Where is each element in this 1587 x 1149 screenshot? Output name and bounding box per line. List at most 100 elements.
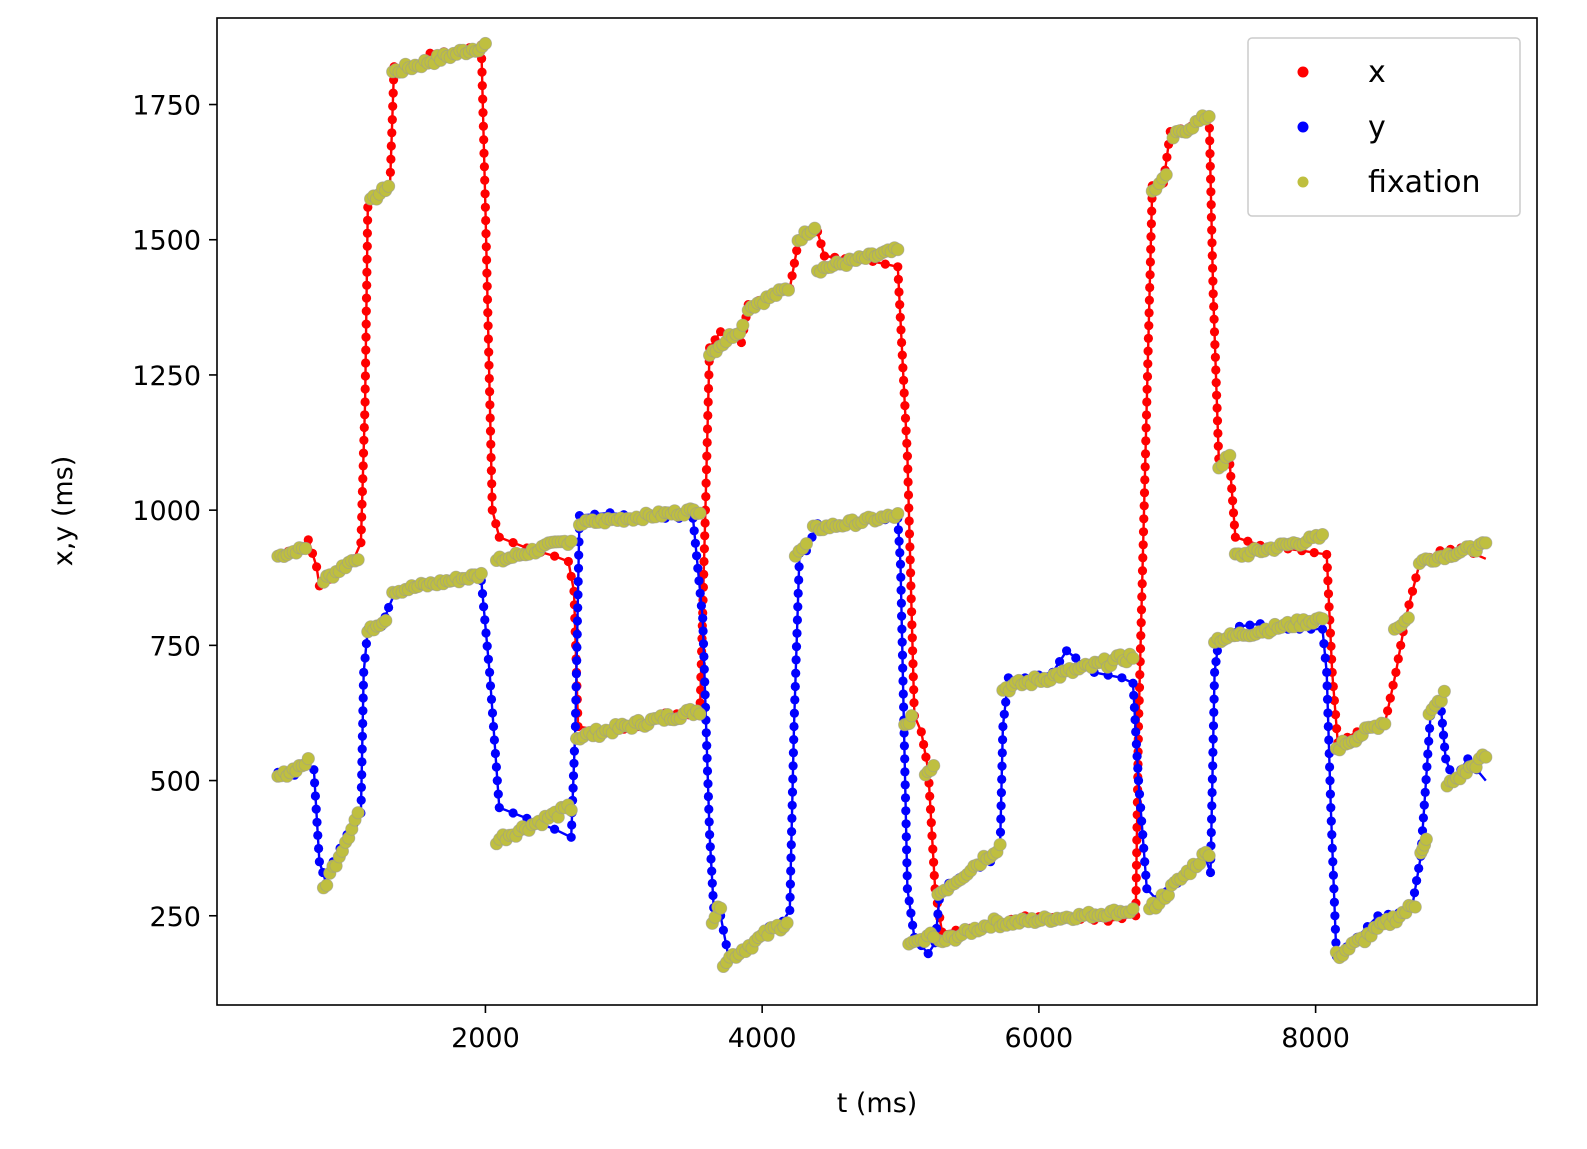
- series-x-point: [1210, 352, 1220, 362]
- series-y-point: [789, 708, 800, 718]
- y-axis: 250 500 750 1000 1250 1500 1750: [132, 91, 217, 933]
- series-y-point: [786, 840, 796, 850]
- series-x-point: [1135, 670, 1145, 680]
- series-y-point: [898, 663, 908, 673]
- series-x-point: [908, 646, 918, 656]
- series-x-point: [480, 189, 490, 199]
- series-x-point: [1207, 225, 1217, 235]
- series-x-point: [483, 308, 493, 318]
- series-x-point: [1332, 724, 1342, 734]
- series-y-point: [491, 762, 501, 772]
- series-y-point: [1208, 734, 1218, 744]
- series-y-point: [900, 793, 911, 803]
- series-x-point: [1145, 282, 1155, 293]
- series-y-point: [1138, 830, 1148, 840]
- series-x-point: [896, 325, 906, 335]
- series-x-point: [703, 397, 713, 407]
- series-x-point: [484, 347, 494, 357]
- series-x-point: [1138, 553, 1148, 563]
- series-y-point: [314, 857, 324, 867]
- series-y-point: [794, 575, 804, 585]
- series-fixation-point: [1479, 750, 1493, 764]
- series-y-point: [573, 576, 583, 587]
- series-fixation-point: [1202, 849, 1216, 863]
- series-fixation-point: [1315, 527, 1330, 542]
- series-y-point: [1419, 800, 1429, 810]
- legend: xy fixation: [1247, 37, 1521, 217]
- series-x-point: [477, 67, 487, 77]
- series-y-point: [573, 590, 583, 600]
- series-y-point: [996, 788, 1007, 798]
- series-y-point: [895, 548, 905, 558]
- series-x-point: [700, 518, 710, 528]
- series-y-point: [699, 651, 709, 662]
- series-y-point: [1207, 787, 1217, 798]
- series-x-point: [487, 479, 497, 489]
- series-fixation-point: [564, 534, 578, 548]
- series-y-point: [570, 721, 581, 732]
- series-x-point: [1137, 592, 1147, 602]
- series-y-point: [357, 731, 367, 741]
- series-y-point: [1327, 843, 1337, 853]
- series-x-point: [566, 571, 576, 582]
- series-x-point: [360, 371, 370, 381]
- series-y-point: [1055, 657, 1065, 667]
- series-x-point: [387, 115, 397, 125]
- series-y-point: [1409, 888, 1420, 898]
- series-y-point: [1208, 721, 1219, 731]
- series-y-point: [901, 832, 911, 842]
- series-x-point: [1209, 314, 1219, 324]
- series-y-point: [493, 789, 503, 799]
- series-x-point: [906, 568, 916, 578]
- series-y-point: [902, 884, 913, 894]
- series-x-point: [903, 464, 913, 474]
- series-x-point: [702, 437, 712, 448]
- series-x-point: [486, 452, 496, 463]
- series-x-point: [1137, 566, 1148, 576]
- series-x-point: [897, 350, 907, 360]
- series-x-point: [478, 94, 488, 104]
- series-x-point: [1141, 423, 1151, 433]
- series-y-point: [1421, 775, 1431, 785]
- series-x-point: [1326, 641, 1336, 651]
- series-x-point: [1323, 576, 1333, 586]
- series-x-point: [1207, 238, 1217, 248]
- series-x-point: [479, 162, 489, 172]
- series-x-point: [481, 215, 491, 226]
- series-y-point: [705, 842, 715, 852]
- series-y-point: [785, 892, 795, 902]
- series-y-point: [566, 832, 576, 842]
- series-x-point: [1140, 475, 1150, 485]
- series-y-point: [792, 615, 803, 625]
- series-y-point: [698, 639, 709, 649]
- series-x-point: [1206, 200, 1216, 210]
- series-x-point: [1325, 628, 1335, 638]
- series-x-point: [928, 844, 938, 854]
- series-y-point: [1207, 814, 1217, 824]
- series-y-point: [1325, 762, 1335, 772]
- series-y-point: [897, 611, 907, 621]
- series-y-point: [901, 819, 911, 829]
- series-fixation-point: [693, 707, 707, 721]
- series-x-point: [880, 259, 890, 269]
- series-x-point: [385, 167, 395, 177]
- series-y-point: [785, 905, 795, 916]
- series-x-point: [481, 229, 491, 239]
- series-x-point: [361, 293, 372, 303]
- series-x-point: [1210, 340, 1220, 350]
- legend-marker-x: [1297, 66, 1309, 78]
- series-y-point: [1134, 789, 1145, 799]
- series-y-point: [893, 525, 904, 535]
- series-y-point: [998, 735, 1008, 745]
- series-y-point: [1133, 776, 1144, 786]
- series-x-point: [360, 384, 370, 394]
- series-y-point: [908, 920, 918, 930]
- series-y-point: [1437, 718, 1447, 728]
- series-x-point: [900, 401, 910, 411]
- series-x-point: [926, 818, 936, 828]
- series-x-point: [893, 262, 903, 272]
- series-fixation-point: [478, 36, 492, 51]
- series-y-point: [792, 628, 802, 638]
- series-x-point: [1213, 441, 1223, 451]
- series-fixation-point: [927, 758, 941, 773]
